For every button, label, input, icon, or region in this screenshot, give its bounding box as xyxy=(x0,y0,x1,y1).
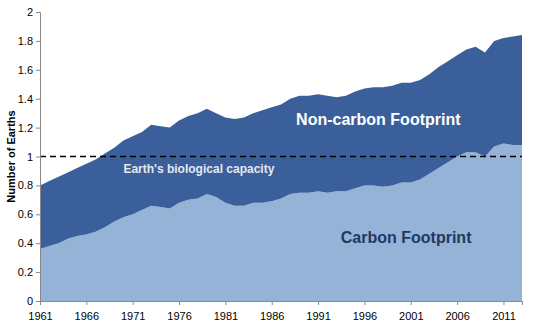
x-tick-mark xyxy=(179,301,180,305)
y-tick-mark xyxy=(36,99,40,100)
y-tick-mark xyxy=(36,70,40,71)
chart: Earth's biological capacity Carbon Footpr… xyxy=(0,0,550,334)
y-tick: 2 xyxy=(27,6,40,18)
x-tick-label: 1996 xyxy=(353,310,377,322)
y-tick: 0 xyxy=(27,295,40,307)
x-tick-mark xyxy=(503,301,504,305)
series-label: Carbon Footprint xyxy=(341,229,472,246)
x-tick-label: 1961 xyxy=(28,310,52,322)
y-tick: 0.2 xyxy=(18,266,40,278)
x-tick: 1996 xyxy=(353,301,377,322)
x-tick-mark xyxy=(133,301,134,305)
y-tick-label: 1.2 xyxy=(18,122,33,134)
x-tick-label: 2001 xyxy=(399,310,423,322)
x-axis: 1961 1966 1971 1976 1981 1986 1991 1996 2001 2006… xyxy=(28,301,522,322)
x-tick-mark xyxy=(272,301,273,305)
annotation-label: Earth's biological capacity xyxy=(123,162,274,176)
y-tick-mark xyxy=(36,157,40,158)
x-tick-label: 1981 xyxy=(214,310,238,322)
x-tick: 1966 xyxy=(75,301,99,322)
x-tick-label: 2006 xyxy=(445,310,469,322)
y-tick-label: 1.4 xyxy=(18,93,33,105)
x-tick-label: 2011 xyxy=(492,310,516,322)
y-tick-label: 2 xyxy=(27,6,33,18)
y-tick-mark xyxy=(36,272,40,273)
y-tick: 1 xyxy=(27,151,40,163)
series-label: Non-carbon Footprint xyxy=(296,111,461,128)
y-tick: 0.6 xyxy=(18,208,40,220)
y-axis-line xyxy=(36,13,41,302)
x-tick-mark xyxy=(225,301,226,305)
x-tick: 2011 xyxy=(492,301,516,322)
x-tick-label: 1966 xyxy=(75,310,99,322)
x-tick-mark xyxy=(457,301,458,305)
y-tick: 1.6 xyxy=(18,64,40,76)
x-tick: 1986 xyxy=(260,301,284,322)
x-tick: 1971 xyxy=(121,301,145,322)
y-tick: 1.4 xyxy=(18,93,40,105)
y-tick-label: 1.8 xyxy=(18,35,33,47)
y-tick-label: 0.8 xyxy=(18,179,33,191)
y-tick-label: 0 xyxy=(27,295,33,307)
y-tick-label: 0.4 xyxy=(18,237,33,249)
x-tick-mark xyxy=(364,301,365,305)
y-tick-mark xyxy=(36,41,40,42)
y-tick-mark xyxy=(36,185,40,186)
reference-line xyxy=(40,156,522,158)
x-tick: 2006 xyxy=(445,301,469,322)
x-tick-mark xyxy=(318,301,319,305)
y-tick-mark xyxy=(36,12,40,13)
y-tick-label: 0.6 xyxy=(18,208,33,220)
y-tick-mark xyxy=(36,301,40,302)
y-axis-title: Number of Earths xyxy=(5,110,17,202)
x-tick: 1981 xyxy=(214,301,238,322)
x-tick: 2001 xyxy=(399,301,423,322)
x-tick: 1991 xyxy=(306,301,330,322)
y-tick-label: 0.2 xyxy=(18,266,33,278)
x-tick-mark xyxy=(411,301,412,305)
y-tick-label: 1 xyxy=(27,151,33,163)
x-tick-label: 1976 xyxy=(167,310,191,322)
y-tick: 1.2 xyxy=(18,122,40,134)
x-tick-label: 1986 xyxy=(260,310,284,322)
y-tick-mark xyxy=(36,214,40,215)
x-tick: 1976 xyxy=(167,301,191,322)
y-tick-label: 1.6 xyxy=(18,64,33,76)
y-tick: 0.8 xyxy=(18,179,40,191)
y-tick-mark xyxy=(36,243,40,244)
x-tick-label: 1971 xyxy=(121,310,145,322)
x-tick-label: 1991 xyxy=(306,310,330,322)
y-tick-mark xyxy=(36,128,40,129)
y-axis: 0 0.2 0.4 0.6 0.8 1 1.2 1.4 1.6 1.8 2 xyxy=(18,6,41,307)
y-tick: 0.4 xyxy=(18,237,40,249)
y-tick: 1.8 xyxy=(18,35,40,47)
plot-area xyxy=(40,35,522,301)
x-axis-line xyxy=(41,302,523,306)
x-tick-mark xyxy=(86,301,87,305)
area xyxy=(40,35,522,249)
